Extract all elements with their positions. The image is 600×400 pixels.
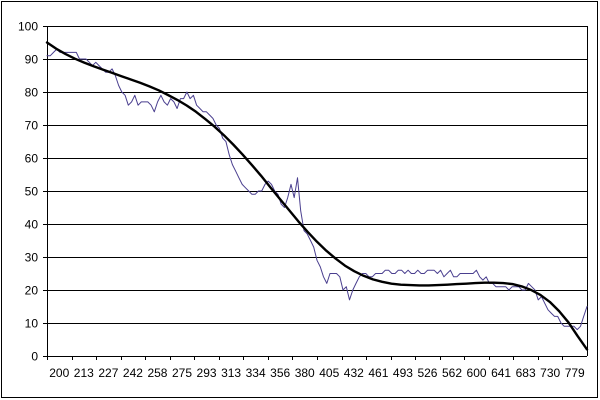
- x-tick-label: 242: [123, 366, 143, 380]
- x-tick-label: 334: [246, 366, 266, 380]
- y-tick-label: 30: [25, 251, 39, 265]
- x-tick-label: 461: [368, 366, 388, 380]
- x-tick-label: 641: [491, 366, 511, 380]
- y-tick-label: 60: [25, 152, 39, 166]
- x-tick-label: 562: [442, 366, 462, 380]
- x-tick-label: 356: [270, 366, 290, 380]
- y-tick-label: 70: [25, 119, 39, 133]
- x-tick-label: 600: [467, 366, 487, 380]
- y-tick-label: 40: [25, 218, 39, 232]
- y-tick-label: 80: [25, 86, 39, 100]
- x-tick-label: 526: [417, 366, 437, 380]
- x-tick-label: 213: [74, 366, 94, 380]
- y-tick-label: 90: [25, 53, 39, 67]
- x-tick-label: 683: [516, 366, 536, 380]
- y-tick-label: 10: [25, 317, 39, 331]
- x-tick-label: 313: [221, 366, 241, 380]
- y-tick-label: 20: [25, 284, 39, 298]
- x-tick-label: 380: [295, 366, 315, 380]
- x-tick-label: 730: [540, 366, 560, 380]
- y-tick-label: 100: [18, 20, 38, 34]
- x-tick-label: 258: [147, 366, 167, 380]
- x-tick-label: 200: [49, 366, 69, 380]
- x-tick-label: 227: [98, 366, 118, 380]
- x-tick-label: 275: [172, 366, 192, 380]
- x-tick-label: 405: [319, 366, 339, 380]
- series-line-raw: [46, 48, 588, 331]
- x-tick-label: 432: [344, 366, 364, 380]
- y-tick-label: 0: [31, 350, 38, 364]
- series-line-trend: [45, 41, 589, 351]
- x-tick-label: 293: [197, 366, 217, 380]
- y-tick-label: 50: [25, 185, 39, 199]
- x-tick-label: 493: [393, 366, 413, 380]
- x-tick-label: 779: [565, 366, 585, 380]
